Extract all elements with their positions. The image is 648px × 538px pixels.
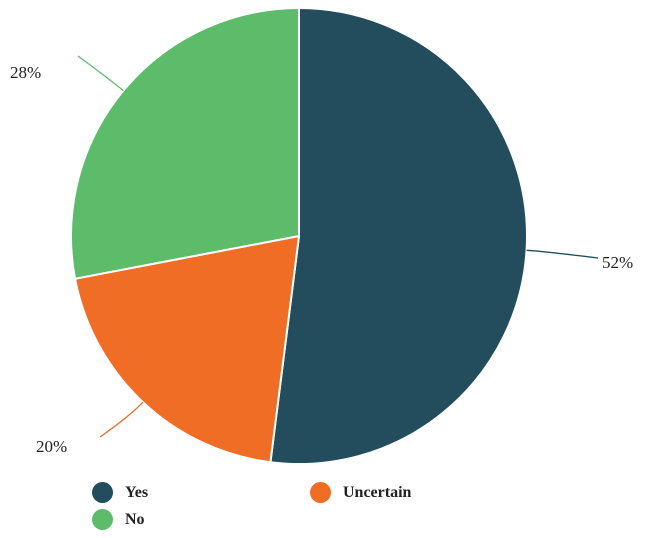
legend-swatch-yes <box>92 482 113 503</box>
legend-item-no[interactable]: No <box>92 509 310 530</box>
legend-swatch-uncertain <box>310 482 331 503</box>
legend-label-yes: Yes <box>125 483 149 501</box>
pie-chart: 52% 20% 28% <box>10 6 633 465</box>
pie-slice-no[interactable] <box>70 6 300 280</box>
legend-swatch-no <box>92 509 113 530</box>
legend-label-no: No <box>125 510 145 528</box>
pie-slice-uncertain[interactable] <box>73 234 301 464</box>
leader-line-yes <box>526 249 599 259</box>
leader-line-no <box>77 55 124 92</box>
slice-labels: 52% 20% 28% <box>10 63 633 456</box>
slice-label-uncertain: 20% <box>36 437 67 456</box>
pie-slices <box>70 6 528 465</box>
legend-label-uncertain: Uncertain <box>343 483 412 501</box>
slice-label-yes: 52% <box>602 253 633 272</box>
leader-line-uncertain <box>99 401 144 438</box>
legend-item-uncertain[interactable]: Uncertain <box>310 482 510 503</box>
legend-item-yes[interactable]: Yes <box>92 482 310 503</box>
slice-label-no: 28% <box>10 63 41 82</box>
leader-lines <box>77 55 599 438</box>
pie-slice-yes[interactable] <box>269 6 528 465</box>
chart-legend: Yes Uncertain No <box>92 482 512 530</box>
